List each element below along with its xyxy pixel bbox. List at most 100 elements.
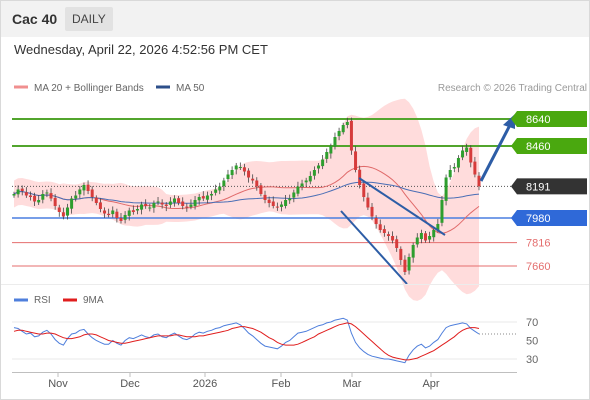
candle-body	[386, 234, 390, 236]
candle-body	[234, 165, 238, 170]
candle-body	[111, 210, 115, 215]
candle-body	[469, 147, 473, 163]
candle-body	[354, 151, 358, 170]
candle-body	[271, 201, 275, 206]
candle-body	[49, 193, 53, 199]
forecast-arrow-shaft	[479, 124, 512, 182]
candle-body	[399, 248, 403, 260]
candle-body	[255, 180, 259, 187]
candle-body	[456, 158, 460, 168]
candle-body	[403, 259, 407, 272]
period-selector[interactable]: DAILY	[65, 7, 113, 31]
candlesticks	[12, 117, 481, 275]
candle-body	[90, 189, 94, 197]
candle-body	[230, 170, 234, 176]
candle-body	[267, 199, 271, 203]
level-label-7980: 7980	[526, 213, 550, 225]
candle-body	[370, 206, 374, 217]
candle-body	[251, 178, 255, 181]
candle-body	[259, 185, 263, 194]
candle-body	[288, 198, 292, 201]
candle-body	[337, 131, 341, 137]
candle-body	[238, 167, 242, 168]
candle-body	[279, 204, 283, 207]
candle-body	[127, 210, 131, 216]
candle-body	[448, 170, 452, 178]
candle-body	[201, 196, 205, 199]
candle-body	[428, 236, 432, 240]
candle-body	[123, 215, 127, 220]
candle-body	[16, 189, 20, 195]
candle-body	[172, 198, 176, 203]
candle-body	[411, 245, 415, 258]
candle-body	[321, 159, 325, 167]
ma50-legend-label: MA 50	[176, 83, 205, 94]
rsi-line	[13, 317, 480, 364]
candle-body	[57, 207, 61, 212]
candle-body	[70, 198, 74, 209]
rsi-ma-legend-swatch	[63, 298, 77, 302]
candle-body	[312, 170, 316, 176]
rsi-legend-label: RSI	[34, 295, 51, 306]
level-label-8640: 8640	[526, 114, 550, 126]
candle-body	[135, 209, 139, 211]
candle-body	[407, 257, 411, 271]
rsi-tick-label-30: 30	[526, 354, 538, 366]
level-tag-arrow-8640	[511, 111, 517, 127]
candle-body	[156, 201, 160, 203]
rsi-tick-label-70: 70	[526, 317, 538, 329]
candle-body	[140, 204, 144, 210]
level-tag-8191	[517, 178, 587, 195]
candle-body	[78, 189, 82, 195]
ma50-legend-swatch	[156, 85, 170, 89]
x-tick-label-0: Nov	[48, 378, 68, 390]
candle-body	[168, 201, 172, 205]
level-tag-arrow-7980	[511, 210, 517, 226]
rsi-panel: 70 50 30	[12, 317, 538, 366]
candle-body	[452, 167, 456, 169]
candle-body	[366, 197, 370, 208]
price-level-tags: 8640 8460 8191 7980 7816 7660	[511, 111, 587, 273]
candle-body	[177, 198, 181, 203]
symbol-title: Cac 40	[12, 11, 58, 27]
candle-body	[94, 197, 98, 203]
candle-body	[131, 210, 135, 212]
candle-body	[391, 236, 395, 241]
candle-body	[432, 230, 436, 238]
level-label-7816: 7816	[526, 238, 550, 250]
candle-body	[33, 195, 37, 202]
candle-body	[317, 165, 321, 169]
level-tag-8640	[517, 111, 587, 127]
chart-header: Cac 40 DAILY	[1, 1, 589, 37]
ma20-legend-swatch	[14, 85, 28, 89]
candle-body	[152, 203, 156, 208]
candle-body	[24, 192, 28, 196]
candle-body	[144, 203, 148, 206]
candle-body	[74, 195, 78, 199]
candle-body	[65, 207, 69, 216]
candle-body	[222, 180, 226, 187]
candle-body	[292, 192, 296, 198]
level-tag-arrow-8460	[511, 138, 517, 154]
level-tag-arrow-8191	[511, 178, 517, 195]
x-tick-label-1: Dec	[120, 378, 140, 390]
candle-body	[473, 161, 477, 175]
x-tick-label-4: Mar	[343, 378, 362, 390]
candle-body	[465, 147, 469, 152]
candle-body	[45, 192, 49, 194]
x-tick-label-5: Apr	[422, 378, 439, 390]
rsi-ma-legend-label: 9MA	[83, 295, 104, 306]
candle-body	[61, 212, 65, 217]
candle-body	[218, 186, 222, 191]
candle-body	[263, 194, 267, 200]
level-tag-7980	[517, 210, 587, 226]
candle-body	[440, 200, 444, 223]
candle-body	[300, 183, 304, 187]
rsi-tick-label-50: 50	[526, 336, 538, 348]
candle-body	[20, 188, 24, 191]
candle-body	[37, 200, 41, 203]
candle-body	[53, 197, 57, 206]
candle-body	[103, 210, 107, 214]
candle-body	[115, 211, 119, 218]
